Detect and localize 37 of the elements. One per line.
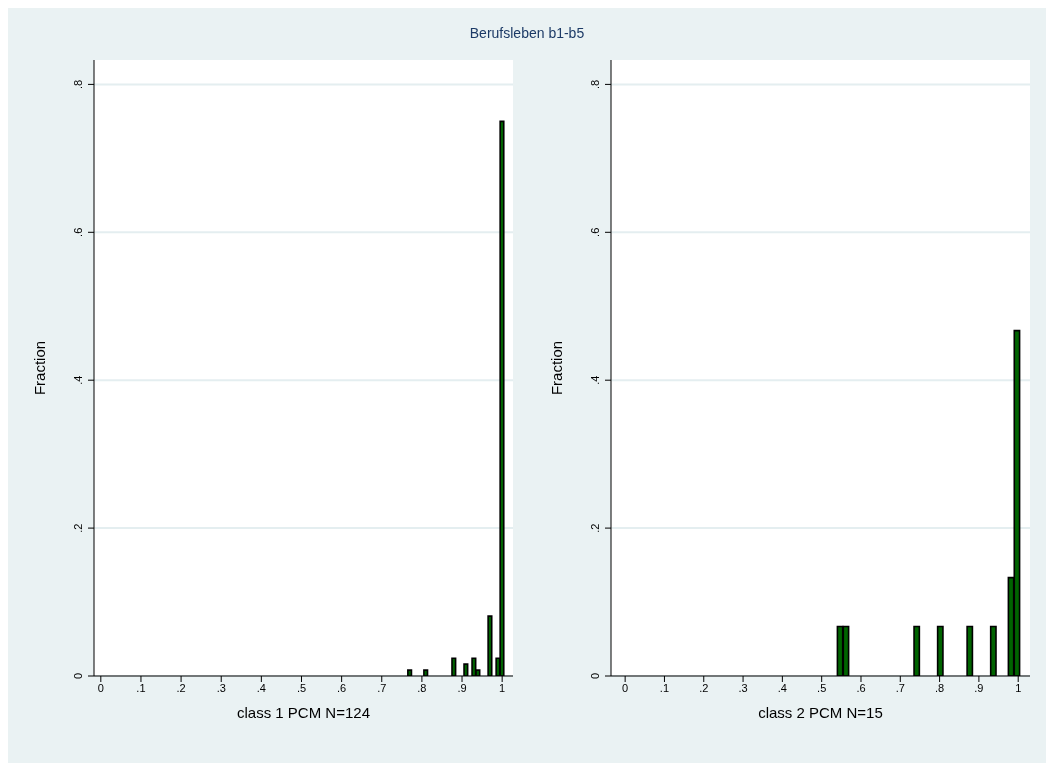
y-tick-label: .2 [72,523,84,533]
x-tick-label: 0 [97,681,104,694]
y-axis-title: Fraction [548,340,566,396]
x-tick-label: .3 [738,681,748,694]
y-tick-label: .6 [72,227,84,237]
y-tick-label: 0 [589,672,601,680]
x-tick-label: 1 [1015,681,1022,694]
y-tick-label: .2 [589,523,601,533]
x-tick-label: 1 [499,681,506,694]
x-tick-label: .7 [377,681,387,694]
x-tick-label: .4 [256,681,266,694]
y-tick-label: .8 [72,79,84,89]
x-tick-label: .6 [337,681,347,694]
y-tick-label: .8 [589,79,601,89]
x-tick-label: .2 [699,681,709,694]
y-tick-label: .4 [589,375,601,385]
x-tick-label: 0 [622,681,629,694]
x-tick-label: .1 [136,681,146,694]
x-tick-label: .4 [777,681,787,694]
x-tick-label: .5 [817,681,827,694]
y-tick-label: .6 [589,227,601,237]
chart-title: Berufsleben b1-b5 [468,24,586,43]
x-tick-label: .9 [974,681,984,694]
x-tick-label: .7 [895,681,905,694]
x-tick-label: .8 [935,681,945,694]
y-axis-title: Fraction [31,340,49,396]
x-tick-label: .5 [296,681,307,694]
x-axis-title: class 2 PCM N=15 [758,704,883,721]
x-tick-label: .6 [856,681,866,694]
x-tick-label: .2 [176,681,186,694]
x-tick-label: .8 [417,681,427,694]
x-tick-label: .1 [659,681,670,694]
y-tick-label: 0 [72,672,84,680]
x-tick-label: .3 [216,681,226,694]
y-tick-label: .4 [72,375,84,385]
x-tick-label: .9 [457,681,467,694]
x-axis-title: class 1 PCM N=124 [237,704,370,721]
